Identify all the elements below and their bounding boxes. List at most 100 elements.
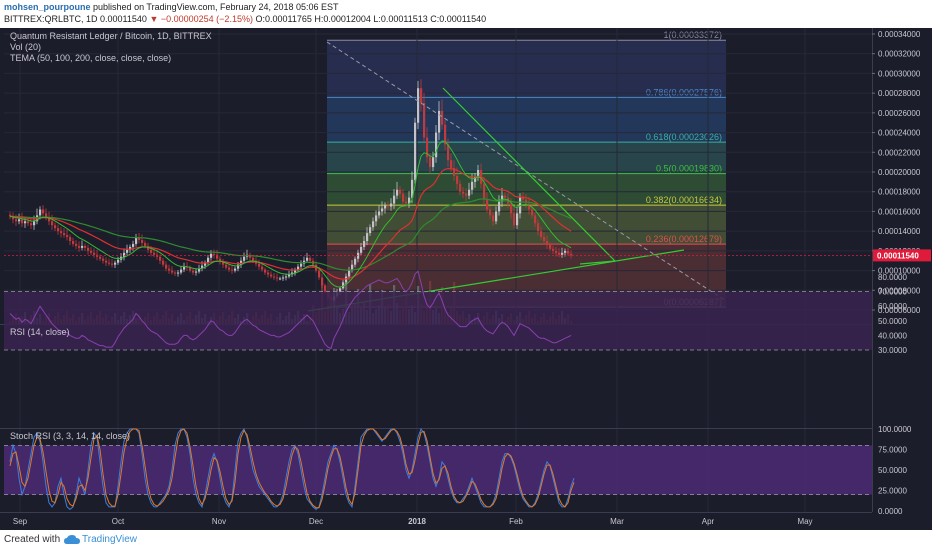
candle-body [495,211,498,222]
price-tick-label: 0.00006000 [878,306,921,315]
candle-body [225,264,228,268]
time-tick-label: Apr [702,517,715,526]
candle-body [15,219,18,222]
candle-body [459,183,462,192]
candle-body [111,263,114,265]
candle-body [384,205,387,209]
candle-body [210,253,213,258]
candle-body [363,241,366,247]
candle-body [81,245,84,248]
candle-body [135,238,138,244]
price-tick-label: 0.00030000 [878,69,921,78]
time-tick-label: Mar [610,517,624,526]
rsi-legend: RSI (14, close) [10,327,70,337]
channel-trendline [579,260,616,265]
candle-body [219,258,222,262]
rsi-pane [4,270,872,351]
last-price-tag-label: 0.00011540 [877,251,919,260]
candle-body [9,214,12,217]
price-axis[interactable]: 0.00034000 0.00032000 0.00030000 0.00028000… [872,28,932,530]
price-tick-label: 0.00020000 [878,168,921,177]
price-change: −0.00000254 (−2.15%) [160,14,253,24]
candle-body [342,282,345,289]
candle-body [222,261,225,265]
candle-body [513,213,516,226]
candle-body [270,274,273,277]
publication-header: mohsen_pourpoune published on TradingVie… [0,0,932,28]
candle-body [93,252,96,255]
candle-body [24,221,27,224]
candle-body [195,271,198,273]
candle-body [33,221,36,226]
candle-body [462,191,465,194]
chart-area[interactable]: 1(0.00033372) 0.786(0.00027576) 0.618(0.00… [0,28,932,530]
tradingview-brand[interactable]: TradingView [82,534,138,545]
candle-body [456,175,459,184]
candle-body [69,237,72,241]
candle-body [189,267,192,271]
time-tick-label: Sep [13,517,28,526]
candle-body [540,231,543,238]
candle-body [54,225,57,229]
candle-body [261,266,264,270]
candle-body [78,245,81,248]
price-tick-label: 0.00022000 [878,148,921,157]
candle-body [102,258,105,261]
candle-body [390,203,393,207]
candle-body [393,195,396,204]
candle-body [114,262,117,265]
candle-body [75,243,78,246]
moving-averages [9,140,572,288]
candle-body [180,269,183,273]
rsi-tick-label: 30.0000 [878,346,907,355]
time-tick-label: Feb [509,517,523,526]
candle-body [369,227,372,234]
candle-body [375,215,378,222]
candle-body [204,262,207,266]
symbol-label: BITTREX:QRLBTC, 1D [4,14,98,24]
candle-body [306,257,309,261]
candle-body [258,263,261,267]
stoch-band-fill [4,445,872,495]
fib-label-0.618: 0.618(0.00023026) [646,132,722,142]
candle-body [105,260,108,263]
candle-body [471,181,474,190]
candle-body [321,277,324,286]
descending-trendline [442,87,616,262]
candle-body [27,221,30,224]
candle-body [231,269,234,271]
candle-body [30,223,33,226]
fibonacci-retracement[interactable]: 1(0.00033372) 0.786(0.00027576) 0.618(0.00… [327,30,726,308]
candle-body [399,189,402,194]
candle-body [453,168,456,176]
candle-body [168,268,171,271]
candle-body [351,264,354,271]
candle-body [492,215,495,222]
author-link[interactable]: mohsen_pourpoune [4,2,91,12]
candle-body [498,201,501,212]
rsi-tick-label: 50.0000 [878,317,907,326]
candle-body [198,268,201,272]
tema-legend: TEMA (50, 100, 200, close, close, close) [10,53,171,63]
candle-body [192,270,195,273]
candle-body [285,276,288,278]
price-tick-label: 0.00010000 [878,267,921,276]
candle-body [528,203,531,210]
time-tick-label: 2018 [408,517,426,526]
time-axis[interactable]: Sep Oct Nov Dec 2018 Feb Mar Apr May [13,517,813,526]
candle-body [534,215,537,224]
tema-100-line [9,168,572,280]
fib-label-0.5: 0.5(0.00019830) [656,164,722,174]
candle-body [174,272,177,274]
fib-zone-0.786 [327,97,726,143]
candle-body [84,245,87,248]
price-tick-label: 0.00034000 [878,30,921,39]
candle-body [417,88,420,123]
candle-body [549,244,552,249]
stoch-tick-label: 100.0000 [878,425,912,434]
candle-body [504,195,507,198]
candle-body [57,228,60,232]
candle-body [123,252,126,257]
rsi-tick-label: 80.0000 [878,273,907,282]
candle-body [537,223,540,232]
